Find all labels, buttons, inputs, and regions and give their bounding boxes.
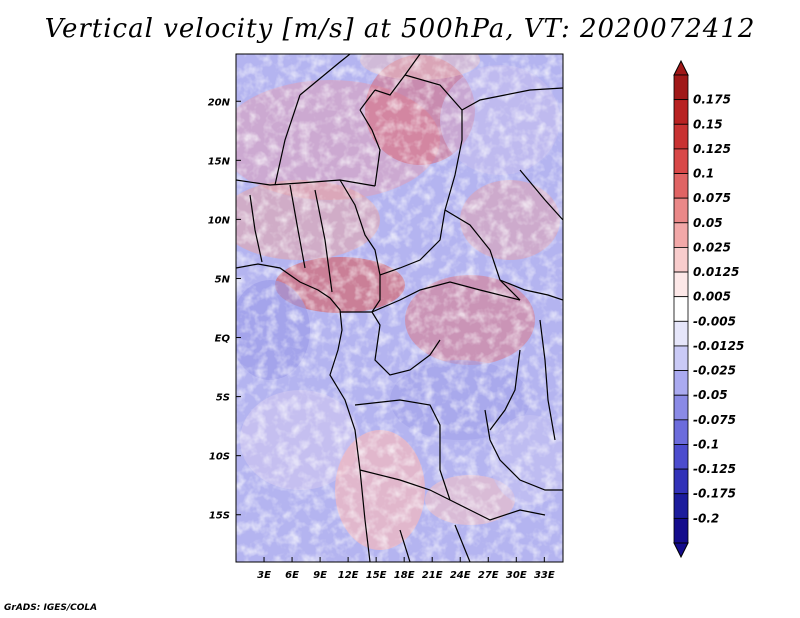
colorbar-level-label: -0.0125 [693, 339, 744, 353]
map-title: Vertical velocity [m/s] at 500hPa, VT: 2… [44, 14, 756, 44]
colorbar-labels: 0.175 0.15 0.125 0.1 0.075 0.05 0.025 0.0125 0.0… [693, 93, 744, 526]
colorbar-level-label: 0.05 [693, 216, 723, 230]
colorbar-band [673, 271, 689, 298]
colorbar-level-label: 0.0125 [693, 265, 739, 279]
colorbar-band [673, 394, 689, 421]
lon-tick-label: 27E [478, 570, 499, 581]
lon-tick-label: 21E [422, 570, 443, 581]
country-borders [236, 54, 563, 562]
colorbar-band [673, 173, 689, 199]
colorbar-band [673, 370, 689, 396]
lat-tick-label: 10N [208, 215, 231, 226]
colorbar-level-label: 0.075 [693, 191, 731, 205]
colorbar [673, 59, 689, 559]
lat-tick-label: 5S [216, 393, 230, 404]
colorbar-band [673, 444, 689, 470]
colorbar-level-label: -0.1 [693, 437, 719, 451]
lon-tick-label: 12E [338, 570, 359, 581]
colorbar-level-label: 0.005 [693, 290, 731, 304]
lon-tick-label: 6E [285, 570, 299, 581]
colorbar-level-label: -0.125 [693, 462, 736, 476]
lon-tick-label: 24E [450, 570, 471, 581]
colorbar-level-label: 0.1 [693, 167, 714, 181]
colorbar-level-label: 0.175 [693, 93, 731, 107]
lat-tick-label: 15S [209, 511, 230, 522]
colorbar-level-label: -0.005 [693, 314, 736, 328]
grads-credit: GrADS: IGES/COLA [4, 603, 98, 613]
latitude-axis: 20N 15N 10N 5N EQ 5S 10S 15S [208, 97, 241, 522]
colorbar-band [673, 222, 689, 248]
lat-tick-label: EQ [215, 334, 231, 345]
colorbar-level-label: 0.15 [693, 117, 723, 131]
colorbar-band [673, 320, 689, 347]
colorbar-level-label: -0.025 [693, 364, 736, 378]
longitude-axis: 3E 6E 9E 12E 15E 18E 21E 24E 27E 30E 33E [257, 557, 555, 581]
lon-tick-label: 3E [257, 570, 271, 581]
colorbar-band [673, 468, 689, 495]
colorbar-band [673, 493, 689, 519]
colorbar-level-label: -0.05 [693, 388, 728, 402]
lat-tick-label: 5N [215, 274, 231, 285]
colorbar-band [673, 197, 689, 224]
colorbar-band [673, 517, 689, 544]
lat-tick-label: 15N [208, 156, 231, 167]
map-frame [235, 53, 564, 563]
colorbar-band [673, 419, 689, 445]
colorbar-level-label: -0.175 [693, 487, 736, 501]
colorbar-level-label: -0.2 [693, 511, 719, 525]
lon-tick-label: 33E [534, 570, 555, 581]
colorbar-band [673, 123, 689, 150]
colorbar-level-label: -0.075 [693, 413, 736, 427]
colorbar-level-label: 0.125 [693, 142, 731, 156]
colorbar-band [673, 296, 689, 322]
lat-tick-label: 10S [209, 452, 230, 463]
lon-tick-label: 9E [313, 570, 327, 581]
colorbar-band [673, 247, 689, 273]
velocity-field [236, 54, 563, 562]
colorbar-bottom-arrow [673, 542, 689, 559]
colorbar-band [673, 345, 689, 371]
lon-tick-label: 18E [394, 570, 415, 581]
lon-tick-label: 30E [506, 570, 527, 581]
colorbar-top-arrow [673, 59, 689, 76]
lon-tick-label: 15E [366, 570, 387, 581]
colorbar-level-label: 0.025 [693, 240, 731, 254]
colorbar-band [673, 99, 689, 125]
colorbar-band [673, 74, 689, 101]
colorbar-band [673, 148, 689, 174]
lat-tick-label: 20N [208, 97, 231, 108]
